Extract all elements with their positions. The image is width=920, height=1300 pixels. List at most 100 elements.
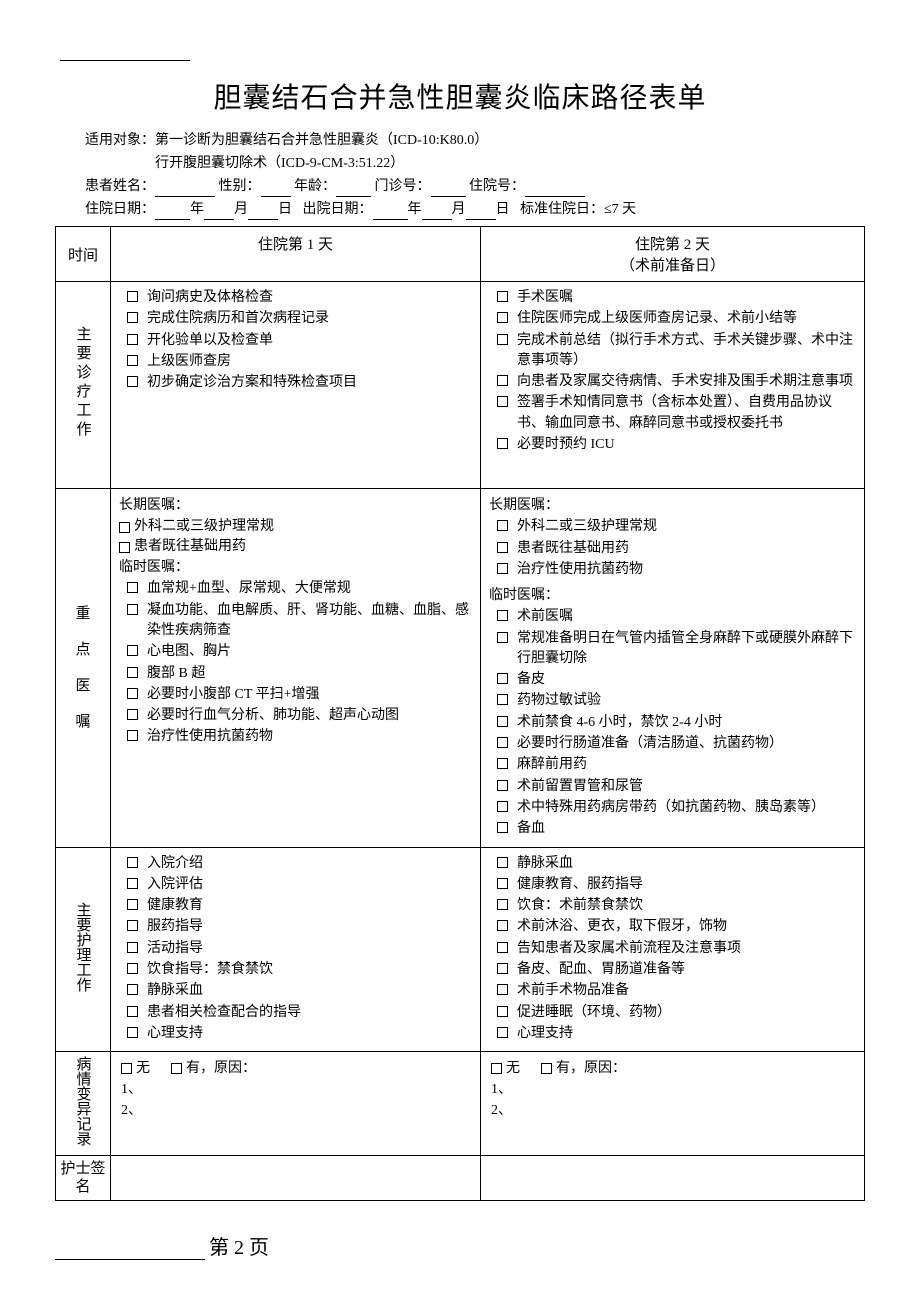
applicable-line-2: 行开腹胆囊切除术（ICD-9-CM-3:51.22） xyxy=(85,153,835,174)
checkbox-icon[interactable] xyxy=(127,604,138,615)
age-blank[interactable] xyxy=(336,181,371,197)
day1-header: 住院第 1 天 xyxy=(111,227,481,282)
checkbox-icon[interactable] xyxy=(497,542,508,553)
checkbox-icon[interactable] xyxy=(127,857,138,868)
checkbox-icon[interactable] xyxy=(497,737,508,748)
checkbox-icon[interactable] xyxy=(127,667,138,678)
checkbox-icon[interactable] xyxy=(497,801,508,812)
list-item: 静脉采血 xyxy=(121,981,470,1001)
checkbox-icon[interactable] xyxy=(127,1006,138,1017)
checkbox-icon[interactable] xyxy=(497,1006,508,1017)
list-item: 术前医嘱 xyxy=(491,607,854,627)
checkbox-icon[interactable] xyxy=(127,730,138,741)
checkbox-icon[interactable] xyxy=(127,334,138,345)
checkbox-icon[interactable] xyxy=(497,291,508,302)
checkbox-icon[interactable] xyxy=(127,1027,138,1038)
name-blank[interactable] xyxy=(155,181,215,197)
list-item-text: 必要时小腹部 CT 平扫+增强 xyxy=(147,687,320,702)
checkbox-icon[interactable] xyxy=(497,610,508,621)
list-item-text: 治疗性使用抗菌药物 xyxy=(517,562,643,577)
checkbox-icon[interactable] xyxy=(497,822,508,833)
checkbox-icon[interactable] xyxy=(127,376,138,387)
checkbox-icon[interactable] xyxy=(497,396,508,407)
variance-day2: 无 有，原因： 1、 2、 xyxy=(481,1052,865,1156)
checkbox-icon[interactable] xyxy=(127,920,138,931)
checkbox-icon[interactable] xyxy=(497,334,508,345)
list-item: 腹部 B 超 xyxy=(121,664,470,684)
checkbox-icon[interactable] xyxy=(127,963,138,974)
checkbox-icon[interactable] xyxy=(497,716,508,727)
checkbox-icon[interactable] xyxy=(127,688,138,699)
checkbox-icon[interactable] xyxy=(497,520,508,531)
outpatient-blank[interactable] xyxy=(431,181,466,197)
checkbox-icon[interactable] xyxy=(497,942,508,953)
list-item: 必要时预约 ICU xyxy=(491,435,854,455)
checkbox-icon[interactable] xyxy=(497,563,508,574)
nurse-sign-day2[interactable] xyxy=(481,1156,865,1201)
list-item: 备皮 xyxy=(491,670,854,690)
checkbox-icon[interactable] xyxy=(497,632,508,643)
list-item: 术前留置胃管和尿管 xyxy=(491,777,854,797)
outpatient-label: 门诊号： xyxy=(375,179,431,194)
checkbox-icon[interactable] xyxy=(497,984,508,995)
list-item: 活动指导 xyxy=(121,939,470,959)
admit-d[interactable] xyxy=(248,204,278,220)
dis-y[interactable] xyxy=(373,204,408,220)
checkbox-icon[interactable] xyxy=(497,920,508,931)
list-item: 饮食指导：禁食禁饮 xyxy=(121,960,470,980)
checkbox-icon[interactable] xyxy=(127,582,138,593)
checkbox-icon[interactable] xyxy=(127,645,138,656)
list-item-text: 完成住院病历和首次病程记录 xyxy=(147,311,329,326)
checkbox-icon[interactable] xyxy=(497,1027,508,1038)
checkbox-icon[interactable] xyxy=(119,522,130,533)
list-item: 必要时行肠道准备（清洁肠道、抗菌药物） xyxy=(491,734,854,754)
applicable-text-2: 行开腹胆囊切除术（ICD-9-CM-3:51.22） xyxy=(155,156,404,171)
top-rule xyxy=(60,60,190,61)
list-item-text: 向患者及家属交待病情、手术安排及围手术期注意事项 xyxy=(517,374,853,389)
checkbox-icon[interactable] xyxy=(127,709,138,720)
checkbox-icon[interactable] xyxy=(127,984,138,995)
list-item-text: 患者相关检查配合的指导 xyxy=(147,1005,301,1020)
checkbox-icon[interactable] xyxy=(127,878,138,889)
checkbox-icon[interactable] xyxy=(127,355,138,366)
list-item-text: 健康教育、服药指导 xyxy=(517,877,643,892)
checkbox-icon[interactable] xyxy=(127,312,138,323)
checkbox-icon[interactable] xyxy=(497,694,508,705)
list-item-text: 外科二或三级护理常规 xyxy=(517,519,657,534)
dis-d[interactable] xyxy=(466,204,496,220)
checkbox-icon[interactable] xyxy=(497,878,508,889)
list-item-text: 术前禁食 4-6 小时，禁饮 2-4 小时 xyxy=(517,715,722,730)
checkbox-icon[interactable] xyxy=(497,673,508,684)
checkbox-icon[interactable] xyxy=(497,780,508,791)
checkbox-icon[interactable] xyxy=(497,758,508,769)
checkbox-icon[interactable] xyxy=(127,899,138,910)
list-item-text: 告知患者及家属术前流程及注意事项 xyxy=(517,941,741,956)
nurse-sign-day1[interactable] xyxy=(111,1156,481,1201)
checkbox-icon[interactable] xyxy=(491,1063,502,1074)
admit-m[interactable] xyxy=(204,204,234,220)
checkbox-icon[interactable] xyxy=(497,899,508,910)
sex-label: 性别： xyxy=(219,179,261,194)
checkbox-icon[interactable] xyxy=(127,291,138,302)
checkbox-icon[interactable] xyxy=(497,438,508,449)
list-item: 入院介绍 xyxy=(121,854,470,874)
checkbox-icon[interactable] xyxy=(497,857,508,868)
variance-day1: 无 有，原因： 1、 2、 xyxy=(111,1052,481,1156)
admit-y[interactable] xyxy=(155,204,190,220)
checkbox-icon[interactable] xyxy=(497,963,508,974)
checkbox-icon[interactable] xyxy=(497,375,508,386)
list-item: 术前沐浴、更衣，取下假牙，饰物 xyxy=(491,917,854,937)
checkbox-icon[interactable] xyxy=(541,1063,552,1074)
sex-blank[interactable] xyxy=(261,181,291,197)
checkbox-icon[interactable] xyxy=(497,312,508,323)
diag-label: 主要诊疗工作 xyxy=(56,282,111,489)
temp-orders-label-2: 临时医嘱： xyxy=(489,584,858,604)
checkbox-icon[interactable] xyxy=(119,542,130,553)
orders-d2-temp: 术前医嘱常规准备明日在气管内插管全身麻醉下或硬膜外麻醉下行胆囊切除备皮药物过敏试… xyxy=(487,605,858,842)
checkbox-icon[interactable] xyxy=(121,1063,132,1074)
dis-m[interactable] xyxy=(422,204,452,220)
day2-header: 住院第 2 天 （术前准备日） xyxy=(481,227,865,282)
checkbox-icon[interactable] xyxy=(127,942,138,953)
inpatient-blank[interactable] xyxy=(525,181,585,197)
checkbox-icon[interactable] xyxy=(171,1063,182,1074)
